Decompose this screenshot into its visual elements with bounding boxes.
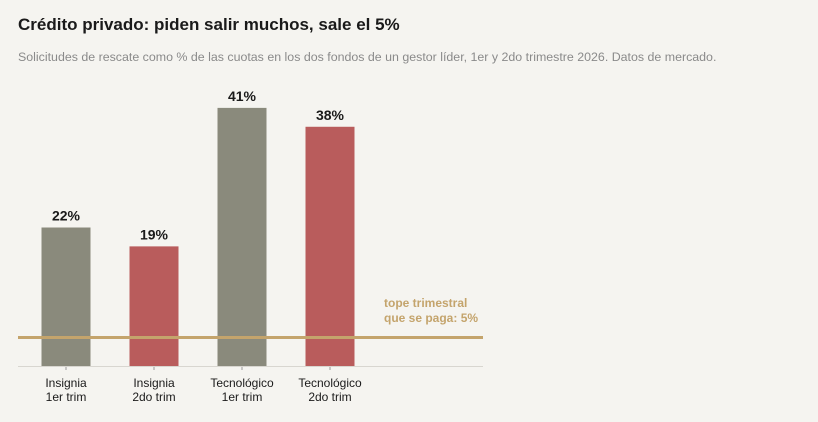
data-label-2: 19% (140, 226, 169, 242)
data-label-4: 38% (316, 107, 345, 123)
x-tick-label-2: Insignia (133, 376, 175, 390)
bar-2 (129, 246, 179, 366)
chart-title: Crédito privado: piden salir muchos, sal… (18, 15, 400, 34)
bar-4 (305, 126, 355, 366)
chart-subtitle: Solicitudes de rescate como % de las cuo… (18, 50, 717, 64)
bar-3 (217, 107, 267, 367)
data-label-1: 22% (52, 208, 81, 224)
bar-1 (41, 227, 91, 366)
x-tick-label-1: 1er trim (46, 390, 87, 404)
x-tick-label-3: Tecnológico (210, 376, 274, 390)
data-label-3: 41% (228, 88, 257, 104)
x-tick-label-3: 1er trim (222, 390, 263, 404)
x-tick-label-4: Tecnológico (298, 376, 362, 390)
x-tick-label-4: 2do trim (308, 390, 351, 404)
x-tick-label-1: Insignia (45, 376, 87, 390)
reference-line-label: que se paga: 5% (384, 311, 478, 325)
x-tick-label-2: 2do trim (132, 390, 175, 404)
reference-line-label: tope trimestral (384, 296, 467, 310)
